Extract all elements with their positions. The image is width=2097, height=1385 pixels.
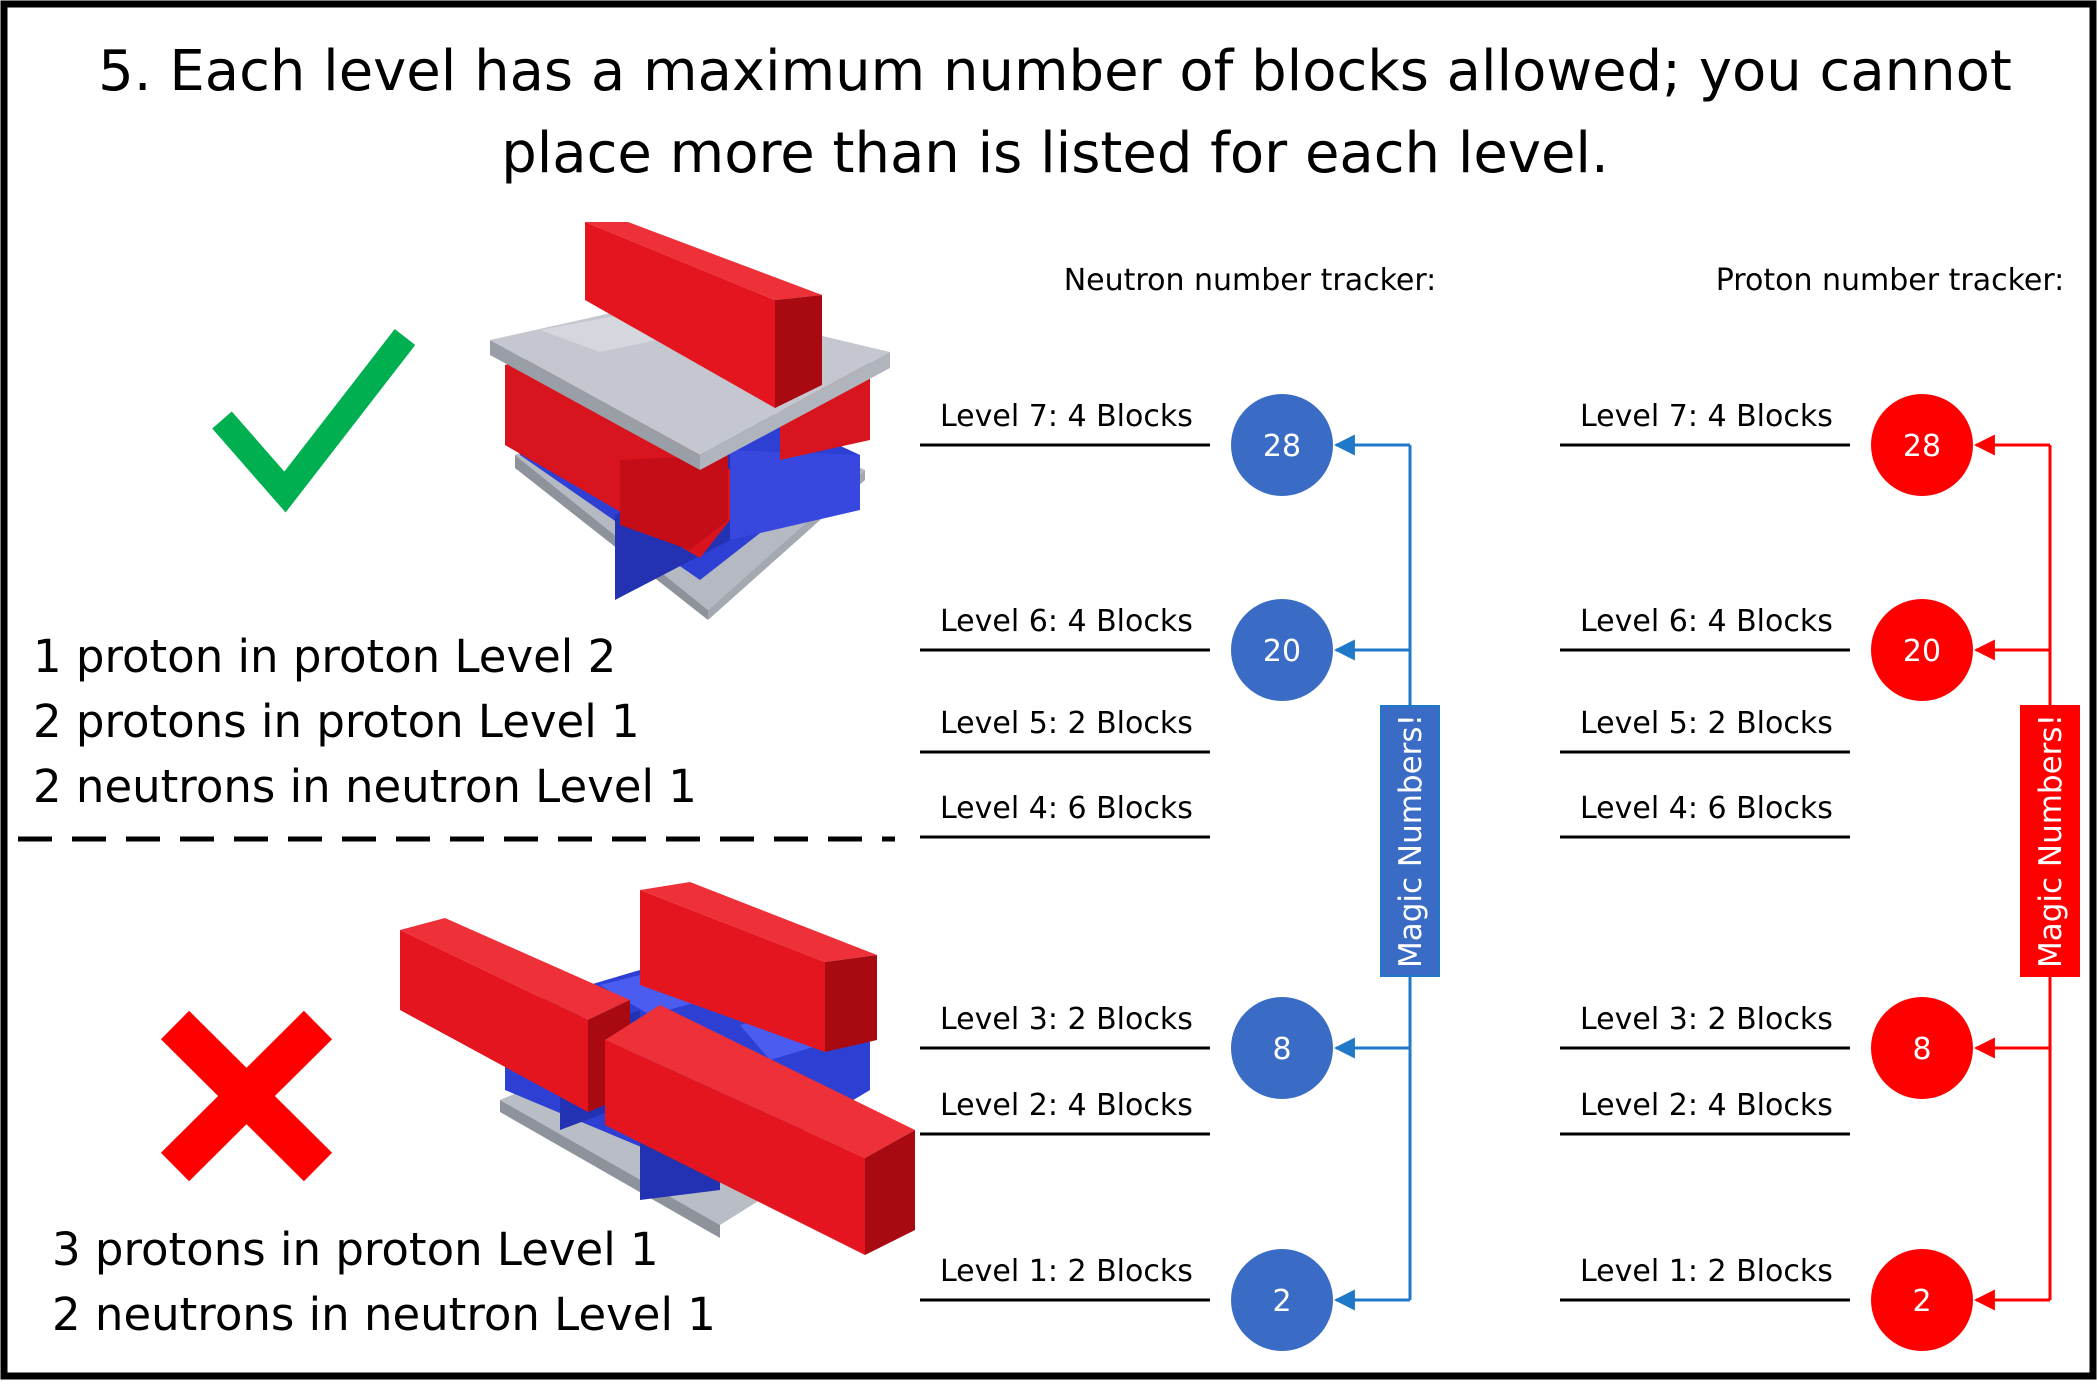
correct-example-line: 2 neutrons in neutron Level 1	[33, 760, 697, 813]
level-label: Level 2: 4 Blocks	[940, 1088, 1193, 1123]
level-label: Level 1: 2 Blocks	[940, 1254, 1193, 1289]
incorrect-example-line: 2 neutrons in neutron Level 1	[52, 1288, 716, 1341]
proton-tracker: Proton number tracker: Level 7: 4 Blocks L…	[1560, 263, 2080, 1351]
incorrect-example-line: 3 protons in proton Level 1	[52, 1223, 659, 1276]
title-line-2: place more than is listed for each level…	[501, 121, 1609, 186]
level-label: Level 3: 2 Blocks	[1580, 1002, 1833, 1037]
magic-number-circle	[1231, 1249, 1333, 1351]
magic-number: 28	[1263, 429, 1301, 464]
magic-number: 8	[1912, 1032, 1931, 1067]
proton-tracker-heading: Proton number tracker:	[1716, 263, 2065, 298]
cross-mark-icon	[160, 1010, 333, 1182]
magic-number-circle	[1871, 599, 1973, 701]
neutron-tracker: Neutron number tracker: Level 7: 4 Blocks…	[920, 263, 1440, 1351]
level-label: Level 2: 4 Blocks	[1580, 1088, 1833, 1123]
magic-number: 20	[1263, 634, 1301, 669]
correct-example-line: 2 protons in proton Level 1	[33, 695, 640, 748]
level-label: Level 5: 2 Blocks	[940, 706, 1193, 741]
magic-number: 2	[1912, 1284, 1931, 1319]
check-mark-icon	[212, 329, 416, 513]
neutron-tracker-heading: Neutron number tracker:	[1064, 263, 1437, 298]
magic-number-circle	[1231, 997, 1333, 1099]
magic-number: 20	[1903, 634, 1941, 669]
level-label: Level 1: 2 Blocks	[1580, 1254, 1833, 1289]
magic-number-circle	[1231, 599, 1333, 701]
level-label: Level 4: 6 Blocks	[940, 791, 1193, 826]
correct-example-line: 1 proton in proton Level 2	[33, 630, 616, 683]
level-label: Level 7: 4 Blocks	[1580, 399, 1833, 434]
magic-numbers-label: Magic Numbers!	[1393, 714, 1429, 968]
magic-number-circle	[1871, 997, 1973, 1099]
correct-example-text: 1 proton in proton Level 2 2 protons in …	[33, 630, 697, 813]
magic-number-circle	[1871, 1249, 1973, 1351]
title-line-1: 5. Each level has a maximum number of bl…	[98, 39, 2012, 104]
incorrect-example-text: 3 protons in proton Level 1 2 neutrons i…	[52, 1223, 716, 1341]
magic-numbers-box	[2020, 705, 2080, 977]
level-label: Level 3: 2 Blocks	[940, 1002, 1193, 1037]
magic-number-circle	[1871, 394, 1973, 496]
level-label: Level 6: 4 Blocks	[940, 604, 1193, 639]
level-label: Level 5: 2 Blocks	[1580, 706, 1833, 741]
magic-number-circle	[1231, 394, 1333, 496]
level-label: Level 4: 6 Blocks	[1580, 791, 1833, 826]
level-label: Level 6: 4 Blocks	[1580, 604, 1833, 639]
magic-numbers-box	[1380, 705, 1440, 977]
magic-number: 8	[1272, 1032, 1291, 1067]
correct-block-model	[490, 222, 890, 620]
magic-number: 28	[1903, 429, 1941, 464]
incorrect-block-model	[400, 882, 915, 1255]
level-label: Level 7: 4 Blocks	[940, 399, 1193, 434]
magic-numbers-label: Magic Numbers!	[2033, 714, 2069, 968]
magic-number: 2	[1272, 1284, 1291, 1319]
